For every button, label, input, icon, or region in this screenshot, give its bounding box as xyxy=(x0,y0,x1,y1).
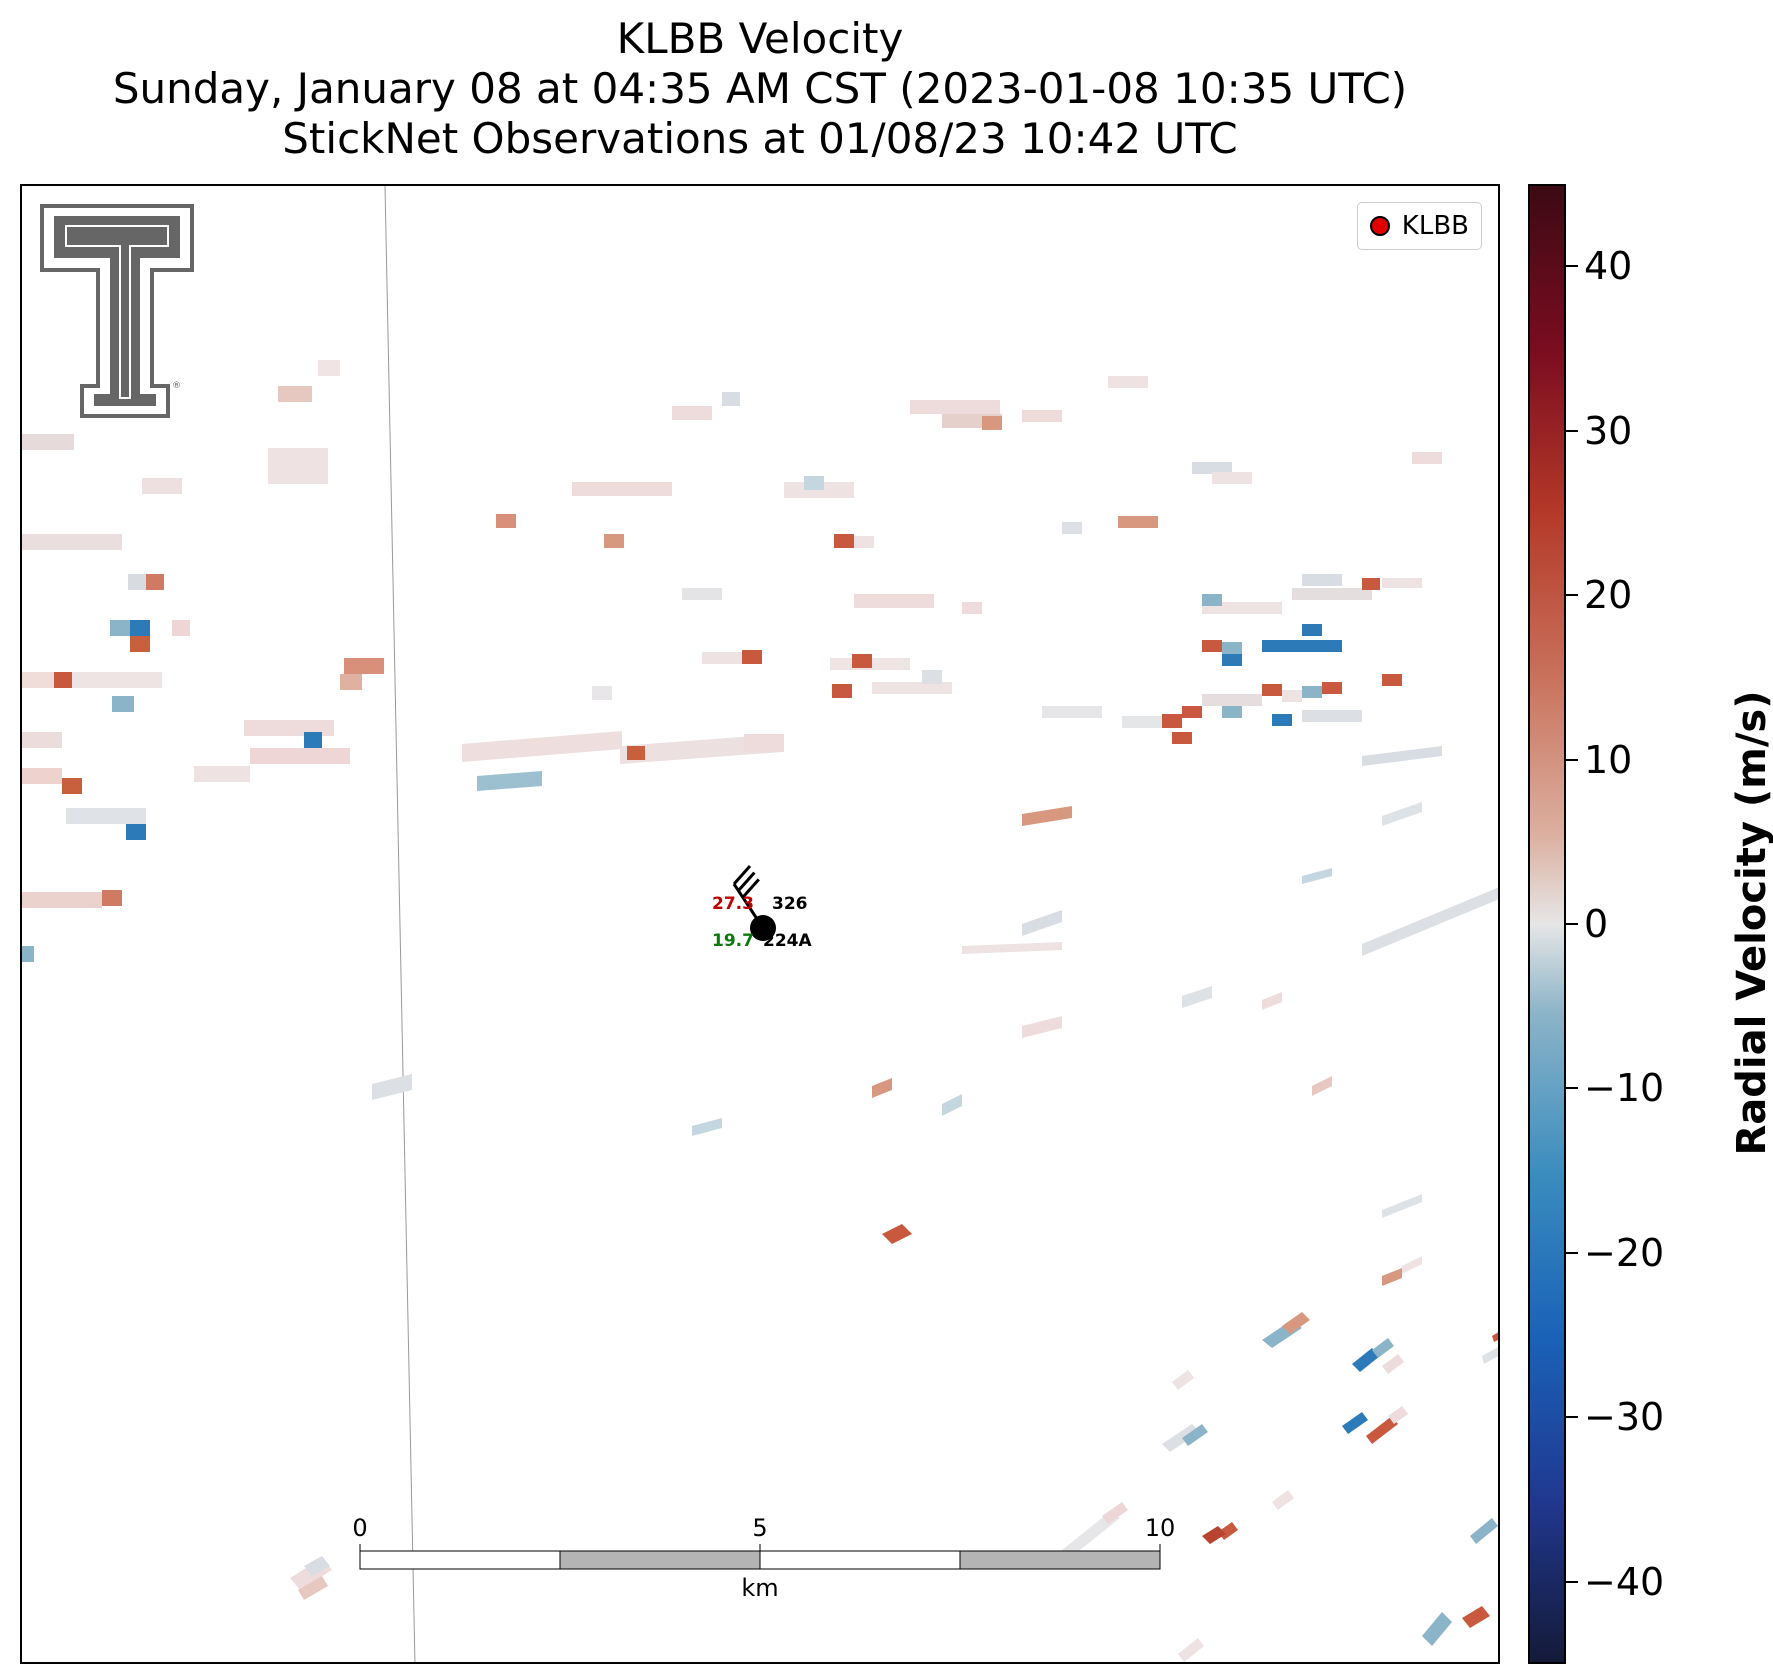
title-line-1: KLBB Velocity xyxy=(616,14,904,63)
scale-bar-segment-4 xyxy=(959,1550,1161,1570)
colorbar-tick-mark xyxy=(1566,1580,1578,1583)
radar-map[interactable]: ® 27.3 326 19.7 224A 0 5 10 km xyxy=(20,184,1500,1664)
scale-tick-0: 0 xyxy=(352,1514,367,1542)
svg-text:®: ® xyxy=(172,381,181,391)
colorbar-tick-label: −40 xyxy=(1584,1559,1665,1604)
title-line-2: Sunday, January 08 at 04:35 AM CST (2023… xyxy=(112,64,1408,113)
scale-unit: km xyxy=(741,1574,778,1602)
colorbar-title: Radial Velocity (m/s) xyxy=(1729,690,1773,1156)
wind-barb xyxy=(741,878,760,899)
colorbar-tick-label: 40 xyxy=(1584,244,1633,289)
velocity-gates xyxy=(22,360,1498,1662)
scale-tick-10: 10 xyxy=(1145,1514,1176,1542)
colorbar-tick-label: −10 xyxy=(1584,1066,1665,1111)
colorbar-tick-mark xyxy=(1566,1087,1578,1090)
radar-site-marker-icon xyxy=(1369,216,1390,236)
ttu-logo: ® xyxy=(40,204,194,418)
station-pressure: 326 xyxy=(772,894,808,914)
station-dewpoint: 19.7 xyxy=(712,931,754,951)
scale-bar-segment-2 xyxy=(559,1550,761,1570)
map-legend: KLBB xyxy=(1356,202,1482,250)
title-line-3: StickNet Observations at 01/08/23 10:42 … xyxy=(282,114,1238,163)
colorbar-tick-label: −30 xyxy=(1584,1395,1665,1440)
scale-bar-segment-3 xyxy=(759,1550,961,1570)
station-plot[interactable]: 27.3 326 19.7 224A xyxy=(712,865,812,951)
scale-bar-segment-1 xyxy=(359,1550,561,1570)
county-boundary-line xyxy=(384,186,416,1662)
colorbar-tick-label: 10 xyxy=(1584,737,1633,782)
wind-barb xyxy=(737,871,756,892)
station-temperature: 27.3 xyxy=(712,894,754,914)
colorbar-tick-label: 30 xyxy=(1584,408,1633,453)
colorbar-tick-mark xyxy=(1566,1251,1578,1254)
scale-tick-5: 5 xyxy=(752,1514,767,1542)
colorbar-tick-mark xyxy=(1566,594,1578,597)
scale-bar: 0 5 10 km xyxy=(352,1514,1175,1602)
radar-map-canvas: ® 27.3 326 19.7 224A 0 5 10 km xyxy=(22,186,1498,1662)
wind-barb xyxy=(732,865,752,885)
colorbar-tick-label: −20 xyxy=(1584,1230,1665,1275)
colorbar-tick-mark xyxy=(1566,265,1578,268)
colorbar-tick-mark xyxy=(1566,429,1578,432)
station-marker[interactable] xyxy=(750,915,776,941)
colorbar-tick-mark xyxy=(1566,758,1578,761)
colorbar-tick-mark xyxy=(1566,923,1578,925)
velocity-colorbar xyxy=(1528,184,1566,1664)
station-id: 224A xyxy=(763,931,812,951)
colorbar-tick-mark xyxy=(1566,1416,1578,1419)
colorbar-tick-label: 20 xyxy=(1584,573,1633,618)
wind-barbs xyxy=(732,865,760,899)
legend-label: KLBB xyxy=(1401,211,1469,241)
colorbar-tick-label: 0 xyxy=(1584,902,1609,946)
